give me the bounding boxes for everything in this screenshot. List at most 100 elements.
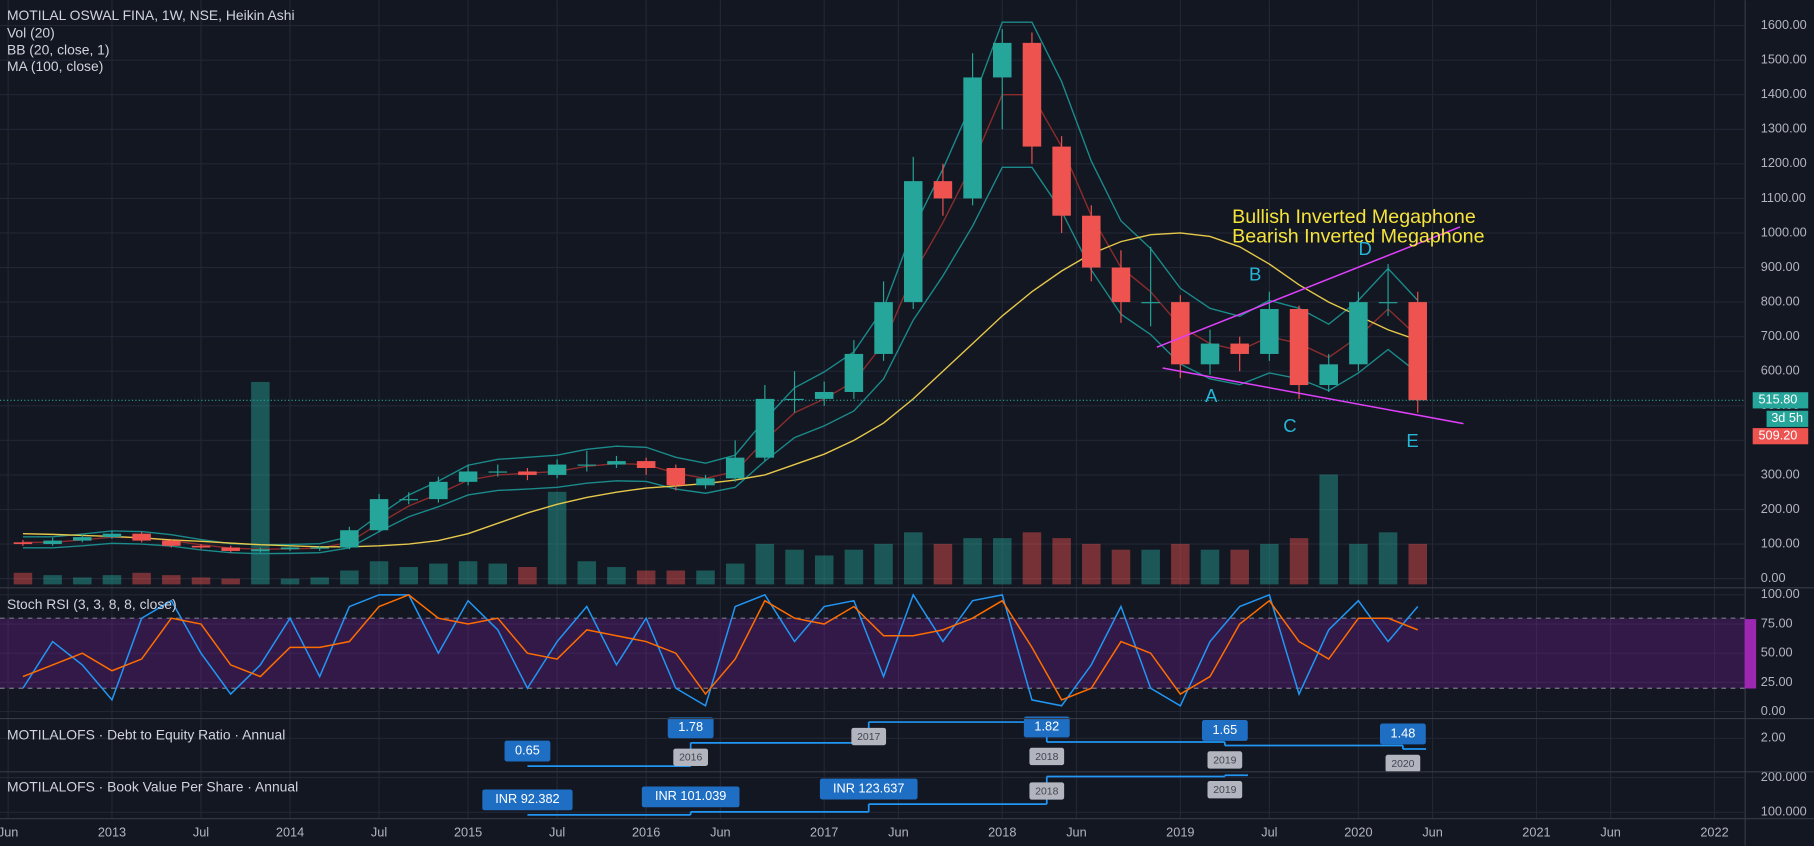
volume-bar <box>666 570 686 585</box>
x-tick-label: Jul <box>193 824 209 839</box>
candle-body <box>251 549 270 551</box>
volume-bar <box>1082 543 1101 585</box>
candle-body <box>369 499 389 531</box>
y-tick-label: 600.00 <box>1761 363 1800 378</box>
candle-body <box>429 481 448 500</box>
volume-bar <box>1111 549 1131 585</box>
period-label: 2016 <box>679 753 702 764</box>
stoch-line <box>22 593 1419 701</box>
y-tick-label: 1000.00 <box>1761 224 1807 239</box>
period-tag <box>1029 747 1065 766</box>
candle-body <box>132 533 151 541</box>
y-tick-label: 100.000 <box>1761 804 1807 819</box>
x-tick-label: Jun <box>1422 824 1443 839</box>
y-tick-label: 900.00 <box>1761 259 1800 274</box>
y-tick-label: 1600.00 <box>1761 17 1807 32</box>
y-tick-label: 700.00 <box>1761 328 1800 343</box>
candle-body <box>280 547 300 550</box>
volume-bar <box>1260 543 1279 585</box>
value-flag-label: 1.65 <box>1212 722 1237 737</box>
volume-bar <box>251 381 270 585</box>
volume-bar <box>1408 543 1427 585</box>
candle-body <box>1260 309 1279 354</box>
candle-body <box>1052 146 1071 216</box>
candle-body <box>102 533 122 538</box>
period-tag <box>1207 751 1243 769</box>
volume-bar <box>547 491 567 585</box>
x-tick-label: Jun <box>1600 824 1621 839</box>
candle-body <box>785 398 804 401</box>
volume-bar <box>785 549 804 585</box>
value-flag <box>1201 720 1248 741</box>
x-tick-label: 2017 <box>810 824 838 839</box>
volume-bar <box>1230 549 1249 585</box>
x-tick-label: 2022 <box>1700 824 1728 839</box>
period-tag <box>1029 782 1065 800</box>
candle-body <box>310 547 329 549</box>
point-label: D <box>1358 238 1371 259</box>
volume-bar <box>844 549 864 585</box>
volume-bar <box>1171 543 1190 585</box>
volume-bar <box>1289 538 1309 585</box>
candle-body <box>1230 343 1249 354</box>
y-tick-label: 1500.00 <box>1761 52 1807 67</box>
x-tick-label: 2014 <box>276 824 304 839</box>
volume-bar <box>340 570 359 585</box>
point-label: C <box>1283 415 1296 436</box>
volume-bar <box>933 543 953 585</box>
volume-bar <box>636 570 656 585</box>
candle-body <box>696 478 715 486</box>
value-flag <box>1023 716 1070 738</box>
trendline-upper <box>1156 226 1461 348</box>
candle-body <box>993 42 1012 78</box>
volume-bar <box>903 532 923 585</box>
candle-body <box>488 471 508 473</box>
x-tick-label: Jul <box>371 824 387 839</box>
period-tag <box>1207 781 1243 799</box>
value-flag-label: 1.82 <box>1034 718 1059 733</box>
volume-bar <box>132 572 151 585</box>
candle-body <box>1082 215 1101 268</box>
point-label: E <box>1406 430 1418 451</box>
period-tag <box>851 727 887 746</box>
value-flag-label: INR 123.637 <box>833 780 904 795</box>
indicator-label: Vol (20) <box>7 24 55 40</box>
point-label: B <box>1249 263 1261 284</box>
candle-body <box>1289 309 1309 386</box>
y-tick-label: 1400.00 <box>1761 86 1807 101</box>
period-label: 2018 <box>1035 786 1058 797</box>
volume-bar <box>488 563 508 585</box>
stoch-band <box>0 618 1745 689</box>
indicator-label: BB (20, close, 1) <box>7 42 110 58</box>
volume-bar <box>221 578 240 585</box>
y-tick-label: 100.00 <box>1761 535 1800 550</box>
y-tick-label: 2.00 <box>1761 730 1786 745</box>
candle-body <box>1141 302 1160 304</box>
value-flag <box>482 789 573 811</box>
value-flag <box>504 740 551 762</box>
period-label: 2019 <box>1213 755 1236 766</box>
candle-body <box>43 540 62 545</box>
x-tick-label: Jun <box>888 824 909 839</box>
chart-title: MOTILAL OSWAL FINA, 1W, NSE, Heikin Ashi <box>7 7 295 23</box>
candle-body <box>13 542 33 545</box>
indicator-line <box>22 232 1418 548</box>
x-tick-label: 2019 <box>1166 824 1194 839</box>
candle-body <box>725 457 745 479</box>
y-tick-label: 300.00 <box>1761 466 1800 481</box>
period-tag <box>673 748 709 766</box>
value-flag <box>641 786 740 808</box>
y-tick-label: 75.00 <box>1761 615 1793 630</box>
volume-bar <box>280 578 300 585</box>
x-tick-label: Jun <box>710 824 731 839</box>
indicator-label: MA (100, close) <box>7 58 103 74</box>
pane-title: MOTILALOFS · Book Value Per Share · Annu… <box>7 779 298 795</box>
last-price-label: 515.80 <box>1758 392 1797 407</box>
candle-body <box>1349 302 1368 365</box>
candle-body <box>844 353 864 392</box>
volume-bar <box>814 555 834 585</box>
candle-body <box>1171 302 1190 365</box>
